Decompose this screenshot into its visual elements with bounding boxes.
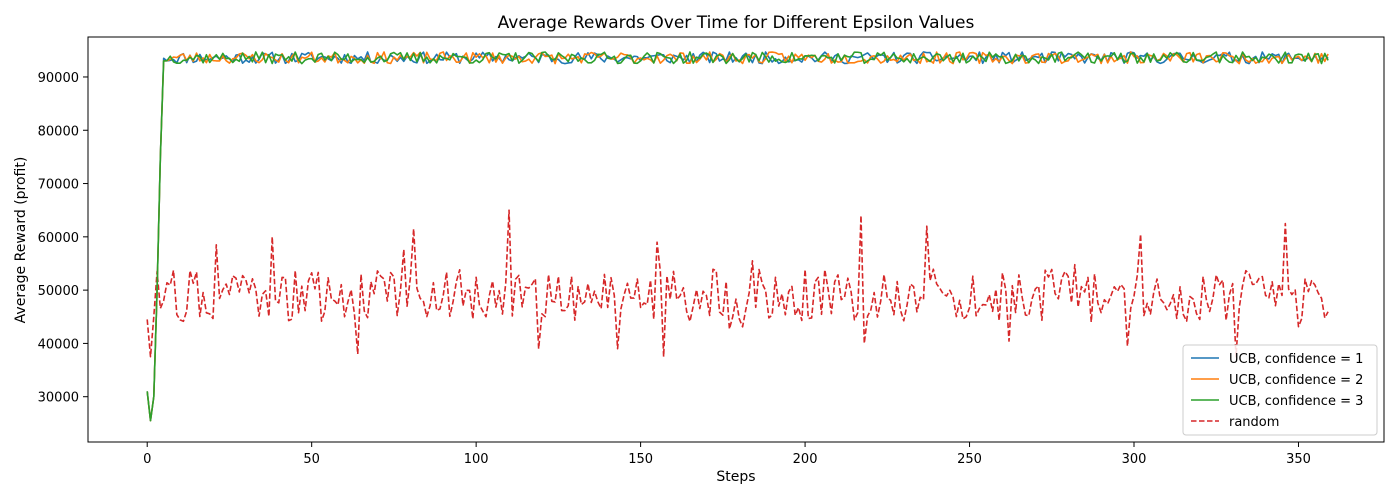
x-axis-label: Steps (716, 469, 755, 485)
legend-label: UCB, confidence = 3 (1229, 394, 1363, 409)
legend-box (1182, 344, 1378, 436)
x-tick-label: 0 (143, 452, 151, 467)
legend: UCB, confidence = 1 UCB, confidence = 2 UC… (1182, 344, 1378, 436)
plot-area-frame (87, 36, 1385, 443)
x-tick-label: 300 (1122, 452, 1147, 467)
x-tick-label: 350 (1286, 452, 1311, 467)
y-tick-label: 40000 (38, 337, 79, 352)
y-axis: 30000 40000 50000 60000 70000 80000 90000 (38, 71, 88, 406)
chart-title: Average Rewards Over Time for Different … (498, 13, 975, 33)
series-lines (146, 51, 1329, 422)
y-tick-label: 60000 (38, 231, 79, 246)
series-line-ucb-confidence-3 (146, 51, 1329, 422)
x-tick-label: 250 (957, 452, 982, 467)
legend-label: UCB, confidence = 2 (1229, 373, 1363, 388)
legend-label: random (1229, 415, 1279, 430)
y-tick-label: 80000 (38, 124, 79, 139)
x-tick-label: 50 (303, 452, 320, 467)
y-tick-label: 50000 (38, 284, 79, 299)
legend-label: UCB, confidence = 1 (1229, 352, 1363, 367)
y-axis-label: Average Reward (profit) (13, 157, 29, 324)
x-axis: 0 50 100 150 200 250 300 350 (143, 442, 1311, 467)
x-tick-label: 100 (464, 452, 489, 467)
series-line-ucb-confidence-2 (146, 51, 1329, 422)
series-line-random (146, 209, 1329, 358)
x-tick-label: 150 (628, 452, 653, 467)
series-line-ucb-confidence-1 (146, 51, 1329, 422)
y-tick-label: 70000 (38, 178, 79, 193)
x-tick-label: 200 (793, 452, 818, 467)
y-tick-label: 90000 (38, 71, 79, 86)
y-tick-label: 30000 (38, 391, 79, 406)
